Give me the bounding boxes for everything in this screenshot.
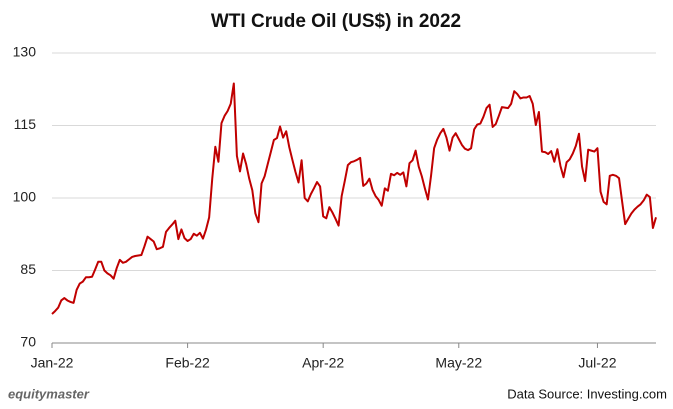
x-tick-label: Jan-22	[31, 355, 74, 371]
y-tick-label: 130	[13, 44, 37, 60]
y-tick-label: 115	[14, 116, 37, 132]
y-tick-label: 85	[20, 261, 36, 277]
source: Data Source: Investing.com	[507, 386, 667, 401]
price-line	[51, 82, 657, 315]
x-tick-label: Apr-22	[302, 355, 344, 371]
x-tick-label: Feb-22	[165, 355, 210, 371]
y-tick-label: 100	[13, 189, 37, 205]
x-tick-label: May-22	[435, 355, 482, 371]
y-tick-label: 70	[20, 334, 36, 350]
x-tick-label: Jul-22	[578, 355, 616, 371]
chart-title: WTI Crude Oil (US$) in 2022	[211, 11, 461, 32]
brand: equitymaster	[8, 386, 90, 401]
